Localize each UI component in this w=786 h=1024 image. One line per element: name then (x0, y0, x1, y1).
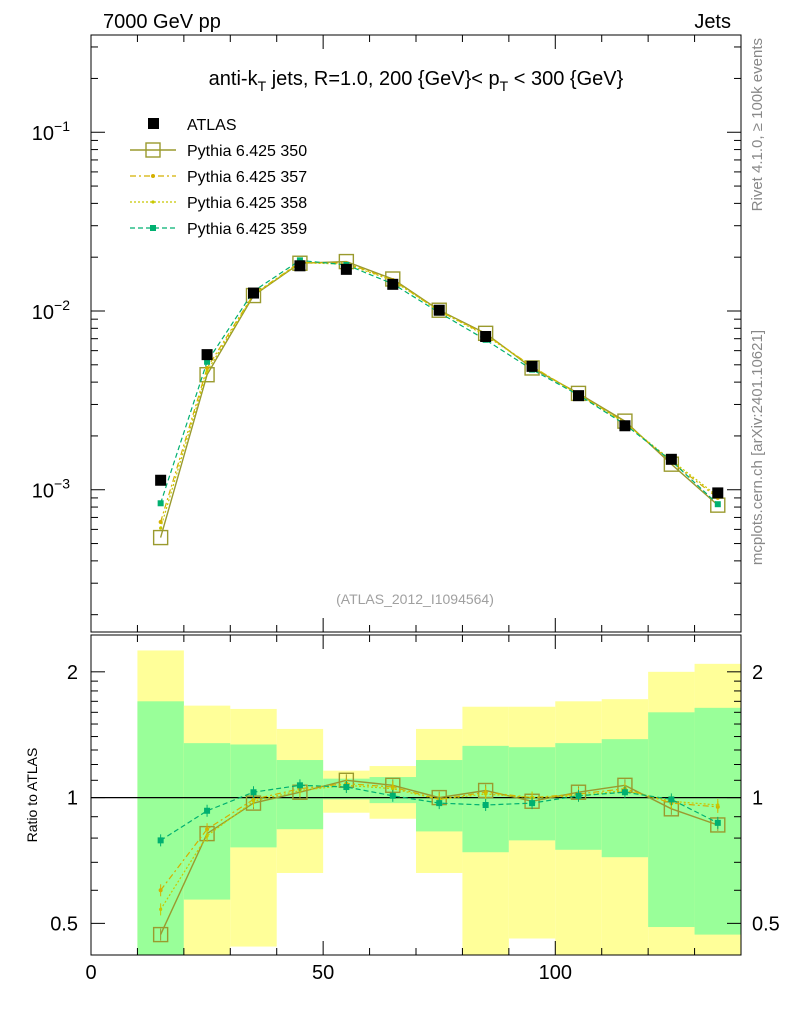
main-point-p357 (205, 365, 210, 370)
main-point-data (526, 360, 538, 372)
watermark: (ATLAS_2012_I1094564) (336, 591, 494, 607)
ratio-plot: 0.5 0.5 1 1 2 2 0 50 100 Ratio to ATLAS (24, 634, 780, 984)
ratio-point-p357 (158, 888, 163, 893)
ratio-point-p359 (482, 802, 489, 809)
ratio-point-p357 (205, 827, 210, 832)
ratio-point-p358 (484, 792, 488, 796)
legend-label: Pythia 6.425 350 (187, 143, 307, 160)
main-point-data (619, 420, 631, 432)
legend-label: Pythia 6.425 359 (187, 221, 307, 238)
main-point-p359 (204, 358, 211, 365)
ratio-point-p359 (204, 807, 211, 814)
ratio-point-p359 (250, 789, 257, 796)
main-point-data (433, 304, 445, 316)
ratio-ytick-label-right: 1 (752, 788, 763, 810)
ratio-point-p358 (251, 799, 256, 803)
main-point-data (201, 349, 213, 361)
side-label-rivet: Rivet 4.1.0, ≥ 100k events (749, 38, 766, 211)
ratio-ytick-label-left: 1 (67, 788, 78, 810)
legend-marker-p357 (151, 174, 155, 178)
ratio-point-p358 (159, 907, 163, 911)
main-point-data (155, 474, 167, 486)
ratio-point-p359 (668, 796, 675, 803)
ratio-ytick-label-right: 0.5 (752, 913, 780, 935)
legend-label: ATLAS (187, 117, 237, 134)
main-point-p358 (205, 369, 209, 373)
ratio-point-p359 (157, 837, 164, 844)
main-point-data (712, 487, 724, 499)
legend: ATLAS Pythia 6.425 350 Pythia 6.425 357 Pyt… (130, 117, 307, 238)
ratio-band-green (137, 701, 184, 955)
ratio-point-p359 (296, 782, 303, 789)
ratio-point-p350 (152, 926, 169, 943)
main-line-p359 (160, 259, 719, 505)
ratio-xtick-label: 0 (85, 962, 96, 984)
ratio-band-green (648, 712, 695, 928)
ratio-point-p359 (436, 800, 443, 807)
main-point-data (573, 390, 584, 402)
ratio-point-p359 (389, 792, 396, 799)
main-point-p350 (431, 302, 447, 318)
main-line-p357 (160, 261, 719, 523)
ratio-point-p359 (575, 792, 582, 799)
main-point-p359 (157, 500, 164, 507)
legend-label: Pythia 6.425 358 (187, 195, 307, 212)
main-point-data (294, 260, 306, 272)
header-right: Jets (694, 11, 731, 33)
ratio-ylabel: Ratio to ATLAS (24, 748, 40, 843)
main-ytick-label: 10−3 (32, 476, 70, 503)
header-left: 7000 GeV pp (103, 11, 221, 33)
legend-marker-p358 (151, 200, 155, 204)
main-point-p358 (159, 526, 163, 530)
ratio-xtick-label: 50 (312, 962, 334, 984)
main-point-p350 (152, 529, 169, 546)
legend-label: Pythia 6.425 357 (187, 169, 307, 186)
main-point-p359 (714, 501, 721, 508)
main-point-data (480, 330, 492, 342)
legend-marker-data (148, 118, 159, 129)
ratio-xtick-label: 100 (539, 962, 572, 984)
main-ytick-label: 10−1 (32, 118, 70, 145)
ratio-point-p358 (716, 803, 720, 807)
main-point-data (665, 453, 677, 465)
legend-marker-p359 (150, 225, 156, 231)
main-title: anti-kT jets, R=1.0, 200 {GeV}< pT < 300… (209, 68, 624, 94)
legend-marker-p350 (145, 142, 161, 158)
main-ytick-label: 10−2 (32, 297, 70, 324)
ratio-ytick-label-left: 0.5 (50, 913, 78, 935)
ratio-ytick-label-right: 2 (752, 662, 763, 684)
ratio-point-p359 (343, 784, 350, 791)
ratio-point-p358 (205, 834, 209, 838)
side-label-mcplots: mcplots.cern.ch [arXiv:2401.10621] (749, 330, 766, 565)
main-point-data (387, 278, 399, 290)
main-point-data (248, 287, 259, 299)
ratio-point-p359 (529, 800, 536, 807)
ratio-point-p358 (391, 787, 395, 791)
ratio-point-p359 (621, 789, 628, 796)
main-point-data (340, 263, 352, 275)
ratio-ytick-label-left: 2 (67, 662, 78, 684)
main-plot: anti-kT jets, R=1.0, 200 {GeV}< pT < 300… (32, 34, 742, 633)
ratio-point-p359 (714, 819, 721, 826)
